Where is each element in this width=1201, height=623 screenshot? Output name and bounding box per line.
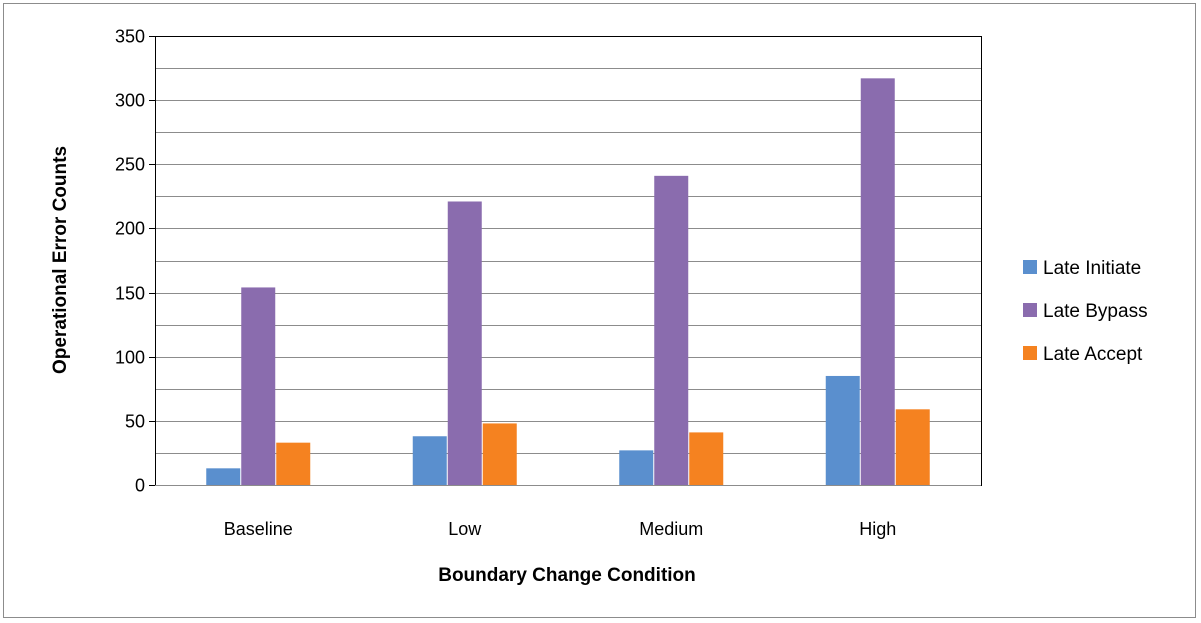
bar-late-accept-low bbox=[482, 423, 517, 485]
x-axis-ticks: Baseline Low Medium High bbox=[224, 519, 897, 539]
bar-late-bypass-medium bbox=[654, 175, 689, 485]
legend-swatch bbox=[1023, 346, 1037, 360]
plot-area-border bbox=[155, 36, 982, 486]
bar-late-bypass-baseline bbox=[241, 287, 276, 485]
bar-late-bypass-low bbox=[447, 201, 482, 485]
legend-label: Late Accept bbox=[1043, 344, 1143, 365]
y-axis-title: Operational Error Counts bbox=[50, 146, 71, 374]
legend-swatch bbox=[1023, 260, 1037, 274]
bar-late-accept-baseline bbox=[276, 442, 311, 485]
bar-late-initiate-high bbox=[825, 375, 860, 485]
bars bbox=[206, 78, 930, 485]
bar-late-initiate-medium bbox=[619, 450, 654, 485]
y-tick-label: 50 bbox=[125, 412, 145, 432]
bar-late-initiate-baseline bbox=[206, 468, 241, 485]
x-tick-label: Low bbox=[448, 519, 482, 539]
chart-frame bbox=[3, 3, 1196, 618]
y-tick-label: 250 bbox=[115, 155, 145, 175]
y-tick-label: 150 bbox=[115, 284, 145, 304]
y-axis-ticks: 0 50 100 150 200 250 300 350 bbox=[115, 27, 155, 496]
x-tick-label: Medium bbox=[639, 519, 703, 539]
bar-late-initiate-low bbox=[412, 436, 447, 485]
bar-late-accept-medium bbox=[689, 432, 724, 485]
y-tick-label: 100 bbox=[115, 348, 145, 368]
x-tick-label: High bbox=[859, 519, 896, 539]
legend: Late Initiate Late Bypass Late Accept bbox=[1023, 258, 1148, 365]
x-tick-label: Baseline bbox=[224, 519, 293, 539]
x-axis-title: Boundary Change Condition bbox=[438, 565, 696, 586]
legend-swatch bbox=[1023, 303, 1037, 317]
legend-label: Late Initiate bbox=[1043, 258, 1141, 279]
bar-late-bypass-high bbox=[860, 78, 895, 485]
y-tick-label: 350 bbox=[115, 27, 145, 47]
y-tick-label: 200 bbox=[115, 219, 145, 239]
bar-late-accept-high bbox=[895, 409, 930, 485]
legend-label: Late Bypass bbox=[1043, 301, 1148, 322]
y-tick-label: 0 bbox=[135, 476, 145, 496]
y-tick-label: 300 bbox=[115, 91, 145, 111]
